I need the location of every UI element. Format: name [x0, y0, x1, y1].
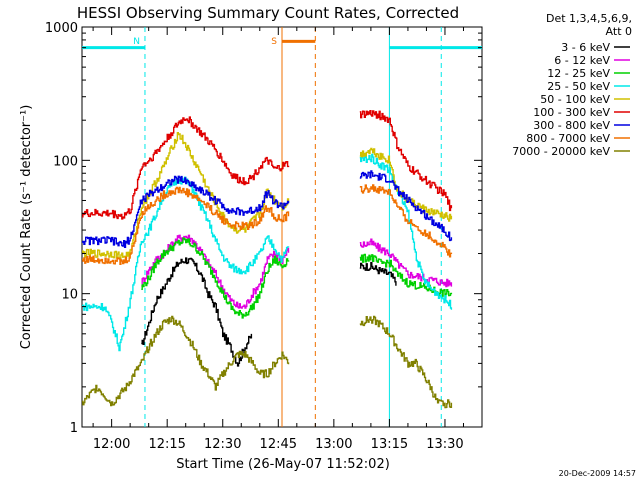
legend-header-line-1: Det 1,3,4,5,6,9,: [546, 12, 632, 25]
x-axis-label: Start Time (26-May-07 11:52:02): [176, 457, 390, 472]
legend-label: 300 - 800 keV: [533, 119, 610, 132]
series-line: [359, 238, 453, 288]
series-line: [359, 170, 453, 242]
legend-header-line-2: Att 0: [606, 25, 632, 38]
series-line: [359, 253, 453, 298]
x-tick-label: 12:30: [204, 437, 241, 452]
y-axis-label: Corrected Count Rate (s⁻¹ detector⁻¹): [19, 105, 34, 350]
legend-label: 50 - 100 keV: [540, 93, 610, 106]
legend-label: 12 - 25 keV: [547, 67, 610, 80]
data-series: [82, 110, 453, 409]
series-line: [141, 234, 290, 309]
series-line: [359, 315, 453, 409]
series-line: [82, 175, 290, 248]
legend-label: 3 - 6 keV: [561, 41, 610, 54]
series-line: [359, 261, 397, 286]
x-tick-label: 12:00: [93, 437, 130, 452]
series-line: [359, 153, 453, 310]
series-line: [82, 116, 290, 220]
y-tick-label: 1: [70, 421, 78, 436]
bar-segments: [82, 39, 482, 50]
legend-label: 25 - 50 keV: [547, 80, 610, 93]
chart-title: HESSI Observing Summary Count Rates, Cor…: [77, 4, 459, 22]
x-axis: 12:00 12:15 12:30 12:45 13:00 13:15 13:30: [92, 27, 483, 452]
series-line: [359, 147, 453, 222]
y-tick-label: 1000: [45, 21, 78, 36]
series-line: [82, 186, 290, 265]
series-line: [141, 237, 290, 319]
y-tick-label: 100: [53, 154, 78, 169]
series-line: [359, 110, 453, 212]
y-tick-label: 10: [61, 288, 78, 303]
footer-date: 20-Dec-2009 14:57: [559, 469, 636, 478]
series-line: [82, 315, 290, 407]
legend-label: 100 - 300 keV: [533, 106, 610, 119]
legend-label: 6 - 12 keV: [554, 54, 610, 67]
marker-label: N: [133, 37, 140, 47]
x-tick-label: 12:15: [148, 437, 185, 452]
legend-label: 7000 - 20000 keV: [512, 145, 610, 158]
x-tick-label: 13:30: [426, 437, 463, 452]
legend-label: 800 - 7000 keV: [526, 132, 610, 145]
x-tick-label: 13:15: [371, 437, 408, 452]
series-line: [359, 184, 453, 258]
y-axis: 1 10 100 1000: [45, 21, 482, 436]
x-tick-label: 12:45: [260, 437, 297, 452]
x-tick-label: 13:00: [315, 437, 352, 452]
marker-label: S: [271, 37, 277, 47]
